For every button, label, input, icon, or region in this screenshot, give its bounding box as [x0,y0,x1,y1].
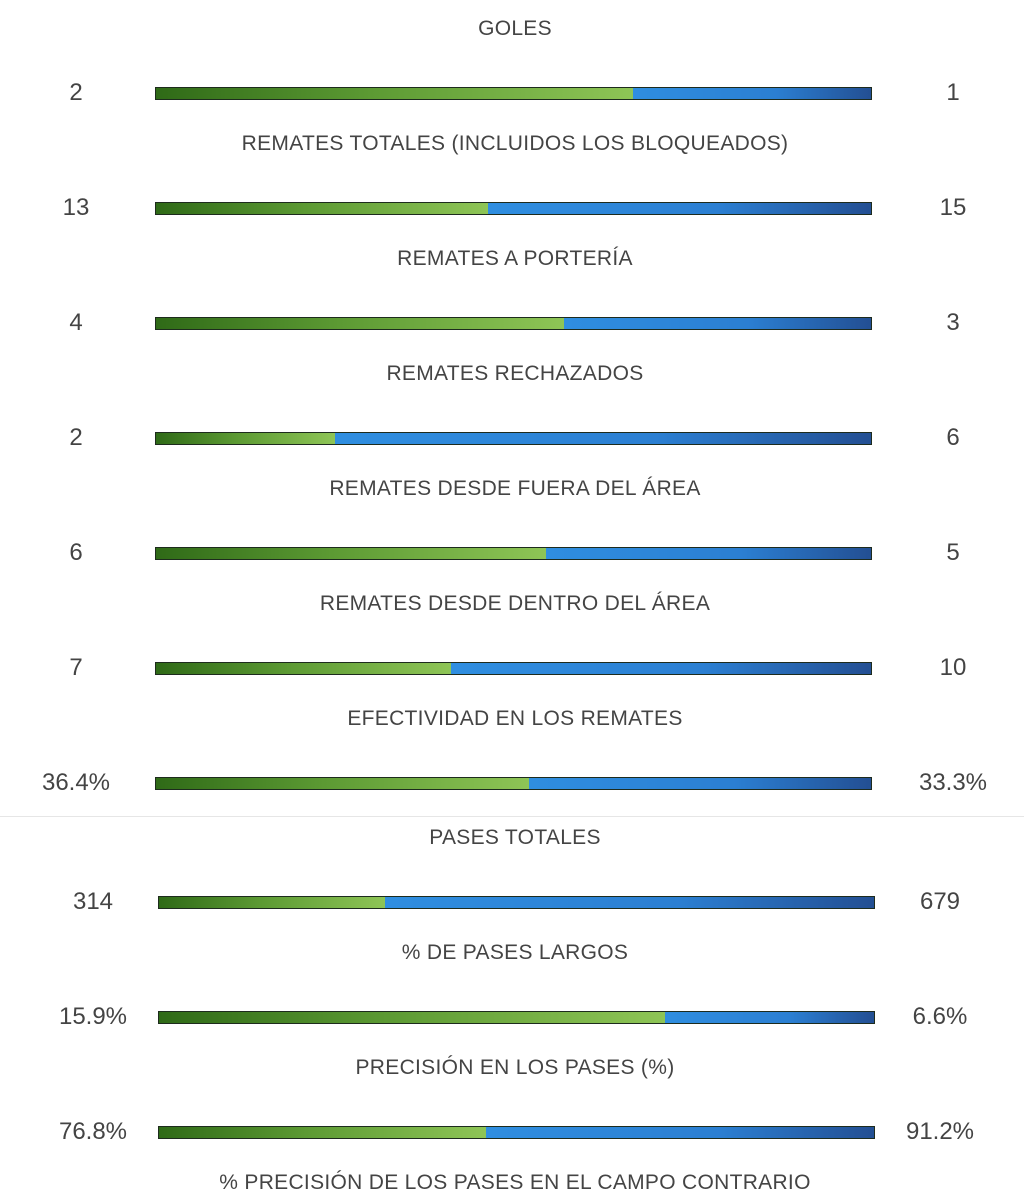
stat-label: GOLES [478,17,552,40]
home-value: 36.4% [41,769,111,796]
stat-label: PRECISIÓN EN LOS PASES (%) [355,1056,675,1079]
comparison-bar [155,662,872,675]
home-bar-segment [156,88,633,99]
home-bar-segment [159,1127,486,1138]
stat-label: REMATES TOTALES (INCLUIDOS LOS BLOQUEADO… [241,132,789,155]
comparison-bar [158,896,875,909]
away-bar-segment [545,548,871,559]
section-divider [0,816,1024,817]
stat-label: REMATES DESDE FUERA DEL ÁREA [329,477,701,500]
home-value: 314 [72,888,114,915]
away-bar-segment [487,203,871,214]
away-value: 5 [946,539,960,566]
home-bar-segment [156,663,451,674]
away-bar-segment [564,318,871,329]
home-bar-segment [156,433,335,444]
away-value: 91.2% [905,1118,975,1145]
comparison-bar [155,202,872,215]
away-value: 1 [946,79,960,106]
away-bar-segment [450,663,871,674]
away-bar-segment [334,433,871,444]
comparison-bar [158,1011,875,1024]
stat-label: % PRECISIÓN DE LOS PASES EN EL CAMPO CON… [219,1171,811,1194]
stat-label: REMATES A PORTERÍA [397,247,633,270]
away-bar-segment [384,897,874,908]
home-value: 2 [69,79,83,106]
away-value: 15 [939,194,967,221]
comparison-bar [155,777,872,790]
home-bar-segment [156,203,488,214]
away-value: 10 [939,654,967,681]
stat-label: REMATES DESDE DENTRO DEL ÁREA [319,592,711,615]
home-value: 2 [69,424,83,451]
comparison-bar [155,432,872,445]
home-bar-segment [159,1012,665,1023]
comparison-bar [155,547,872,560]
stat-label: REMATES RECHAZADOS [386,362,644,385]
home-value: 15.9% [58,1003,128,1030]
away-value: 6.6% [912,1003,968,1030]
stat-label: % DE PASES LARGOS [401,941,629,964]
comparison-bar [158,1126,875,1139]
home-value: 13 [62,194,90,221]
away-bar-segment [632,88,871,99]
home-bar-segment [156,548,546,559]
comparison-bar [155,317,872,330]
away-bar-segment [529,778,871,789]
home-value: 76.8% [58,1118,128,1145]
home-value: 7 [69,654,83,681]
stat-label: EFECTIVIDAD EN LOS REMATES [347,707,683,730]
home-value: 4 [69,309,83,336]
away-bar-segment [485,1127,874,1138]
home-value: 6 [69,539,83,566]
stat-label: PASES TOTALES [429,826,601,849]
away-value: 6 [946,424,960,451]
home-bar-segment [156,778,530,789]
home-bar-segment [159,897,385,908]
away-value: 679 [919,888,961,915]
comparison-bar [155,87,872,100]
away-value: 33.3% [918,769,988,796]
home-bar-segment [156,318,565,329]
away-bar-segment [664,1012,874,1023]
away-value: 3 [946,309,960,336]
